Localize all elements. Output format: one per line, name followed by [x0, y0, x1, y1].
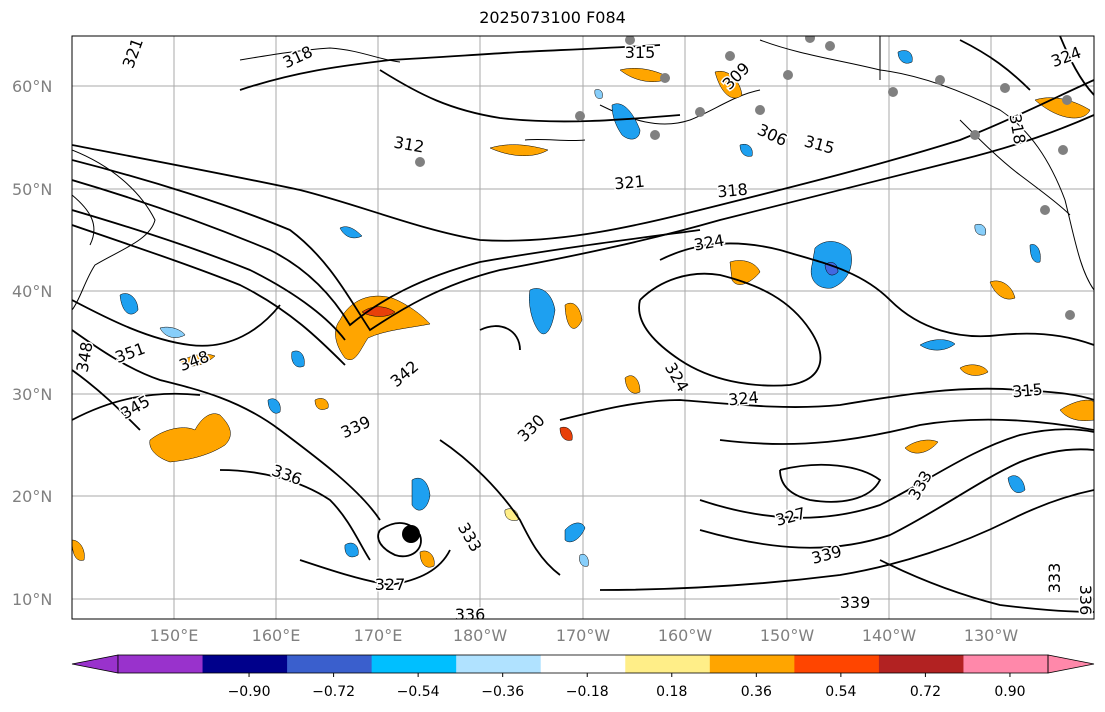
contour-label: 342	[387, 357, 423, 391]
theta-e-contours	[72, 36, 1094, 613]
contour-label: 324	[692, 231, 725, 255]
lat-label-50: 50°N	[12, 180, 53, 199]
contour-label: 327	[375, 575, 406, 594]
colorbar-extend-high	[1047, 654, 1095, 674]
colorbar-tick-label: −0.90	[227, 684, 271, 700]
contour-label: 315	[625, 43, 656, 62]
contour-label: 333	[454, 519, 486, 555]
contour-label: 339	[840, 593, 871, 612]
contour-label: 312	[392, 133, 425, 157]
colorbar-tick-label: −0.18	[565, 684, 609, 700]
lon-label-130w: 130°W	[963, 626, 1019, 645]
colorbar-swatch	[540, 655, 626, 673]
colorbar-tick-label: −0.36	[481, 684, 525, 700]
contour-label: 324	[727, 388, 759, 410]
colorbar-swatch	[118, 655, 204, 673]
colorbar-tick-label: 0.54	[825, 684, 857, 700]
contour-label: 327	[773, 504, 807, 530]
lon-label-150w: 150°W	[759, 626, 815, 645]
contour-label: 318	[716, 180, 748, 202]
contour-label: 339	[809, 542, 843, 568]
colorbar-swatch	[963, 655, 1049, 673]
lon-label-180w: 180°W	[452, 626, 508, 645]
lat-label-40: 40°N	[12, 282, 53, 301]
map-frame	[71, 35, 1095, 620]
contour-label: 348	[73, 340, 97, 373]
contour-label: 336	[269, 461, 304, 489]
contour-label: 333	[904, 467, 936, 503]
colorbar-tick-label: 0.72	[909, 684, 941, 700]
colorbar-extend-low	[71, 654, 119, 674]
lat-label-20: 20°N	[12, 487, 53, 506]
colorbar-swatch	[709, 655, 795, 673]
contour-label: 321	[119, 36, 147, 71]
storm-center-marker	[402, 525, 420, 543]
colorbar-tick-label: −0.72	[312, 684, 356, 700]
contour-label: 315	[1011, 380, 1043, 402]
colorbar-tick-label: 0.36	[740, 684, 772, 700]
contour-label: 348	[177, 347, 212, 375]
contour-label: 318	[1005, 112, 1029, 145]
contour-label: 330	[514, 411, 549, 446]
station-dots	[415, 36, 1075, 320]
lon-label-170e: 170°E	[353, 626, 403, 645]
colorbar-swatch	[287, 655, 373, 673]
colorbar-tick-label: 0.18	[656, 684, 688, 700]
colorbar-swatch	[202, 655, 288, 673]
lon-label-150e: 150°E	[149, 626, 199, 645]
colorbar	[71, 654, 1095, 677]
colorbar-swatch	[878, 655, 964, 673]
colorbar-tick-label: −0.54	[396, 684, 440, 700]
lon-label-170w: 170°W	[555, 626, 611, 645]
contour-label: 336	[455, 605, 486, 624]
contour-label: 321	[613, 172, 645, 194]
contour-label: 306	[754, 120, 790, 150]
contour-label: 333	[1045, 563, 1064, 594]
contour-label: 351	[113, 339, 148, 367]
contour-label: 336	[1076, 585, 1095, 616]
lon-label-160w: 160°W	[657, 626, 713, 645]
lat-label-60: 60°N	[12, 77, 53, 96]
colorbar-swatch	[456, 655, 542, 673]
lon-label-140w: 140°W	[861, 626, 917, 645]
contour-label: 324	[1049, 43, 1084, 71]
lon-label-160e: 160°E	[251, 626, 301, 645]
shaded-anomalies	[72, 50, 1094, 568]
colorbar-swatch	[625, 655, 711, 673]
lat-label-30: 30°N	[12, 385, 53, 404]
contour-label: 315	[802, 132, 836, 158]
contour-label: 318	[280, 42, 316, 72]
colorbar-swatch	[794, 655, 880, 673]
colorbar-swatch	[371, 655, 457, 673]
map-title: 2025073100 F084	[479, 8, 626, 27]
colorbar-frame	[117, 654, 1049, 674]
colorbar-tick-label: 0.90	[994, 684, 1026, 700]
contour-label: 339	[338, 412, 374, 442]
lat-label-10: 10°N	[12, 590, 53, 609]
